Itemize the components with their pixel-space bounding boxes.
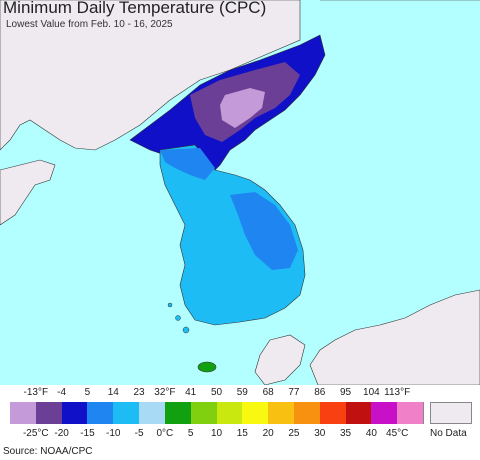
legend-fahrenheit-label: -13°F	[23, 387, 49, 398]
legend-celsius-label: 15	[236, 428, 248, 439]
island-dot	[182, 326, 190, 334]
legend-fahrenheit-label: 113°F	[384, 387, 411, 398]
no-data-swatch	[430, 402, 472, 424]
legend-celsius-label: -25°C	[22, 428, 49, 439]
legend-celsius-label: 20	[262, 428, 274, 439]
legend-swatch	[216, 402, 244, 424]
legend-swatch	[35, 402, 63, 424]
legend-celsius-label: -15	[80, 428, 95, 439]
legend-fahrenheit-label: 68	[262, 387, 274, 398]
legend-celsius-label: 5	[187, 428, 194, 439]
legend-swatch	[190, 402, 218, 424]
legend-swatch	[293, 402, 321, 424]
japan-kyushu	[254, 334, 306, 385]
legend-fahrenheit-label: 77	[288, 387, 300, 398]
legend-fahrenheit-label: 95	[340, 387, 352, 398]
legend-celsius-label: 25	[288, 428, 300, 439]
south-korea-northwest-colder	[160, 148, 215, 180]
legend-fahrenheit-label: 50	[210, 387, 223, 398]
legend-swatch	[345, 402, 373, 424]
map-subtitle: Lowest Value from Feb. 10 - 16, 2025	[6, 19, 173, 30]
legend-swatch	[61, 402, 89, 424]
japan-landmass	[309, 289, 480, 385]
legend-celsius-label: 0°C	[156, 428, 174, 439]
map-title: Minimum Daily Temperature (CPC)	[3, 0, 267, 17]
north-korea-coldest-core	[220, 88, 265, 128]
south-korea-region	[159, 144, 306, 326]
legend-fahrenheit-label: -4	[57, 387, 67, 398]
legend-fahrenheit-label: 32°F	[154, 387, 176, 398]
legend-celsius-label: 30	[314, 428, 326, 439]
island-dot	[175, 315, 181, 321]
legend-swatch	[397, 402, 424, 424]
island-dot	[167, 302, 173, 308]
legend-fahrenheit-label: 59	[236, 387, 248, 398]
legend-swatch	[319, 402, 347, 424]
legend-swatch	[164, 402, 192, 424]
legend-fahrenheit-label: 23	[133, 387, 145, 398]
legend-celsius-label: 10	[210, 428, 223, 439]
china-landmass	[0, 0, 301, 151]
legend-swatch	[268, 402, 295, 424]
legend-swatch	[242, 402, 270, 424]
jeju-island	[197, 361, 217, 373]
legend-celsius-label: 35	[340, 428, 352, 439]
source-credit: Source: NOAA/CPC	[3, 446, 93, 457]
south-korea-east-colder	[230, 192, 298, 270]
temperature-map	[0, 0, 480, 385]
legend-fahrenheit-label: 86	[314, 387, 326, 398]
no-data-label: No Data	[430, 428, 467, 439]
legend-fahrenheit-label: 41	[185, 387, 197, 398]
shandong-peninsula	[0, 159, 56, 226]
legend-swatch	[139, 402, 166, 424]
legend-fahrenheit-label: 5	[84, 387, 91, 398]
legend-swatch	[113, 402, 141, 424]
legend-swatch	[87, 402, 115, 424]
legend-swatch	[10, 402, 37, 424]
legend-celsius-label: 45°C	[386, 428, 409, 439]
legend-swatch	[371, 402, 399, 424]
legend-celsius-label: -20	[54, 428, 69, 439]
legend-fahrenheit-label: 14	[107, 387, 119, 398]
legend-celsius-label: -5	[134, 428, 144, 439]
legend-celsius-label: 40	[365, 428, 377, 439]
legend-celsius-label: -10	[106, 428, 121, 439]
legend-fahrenheit-label: 104	[363, 387, 380, 398]
